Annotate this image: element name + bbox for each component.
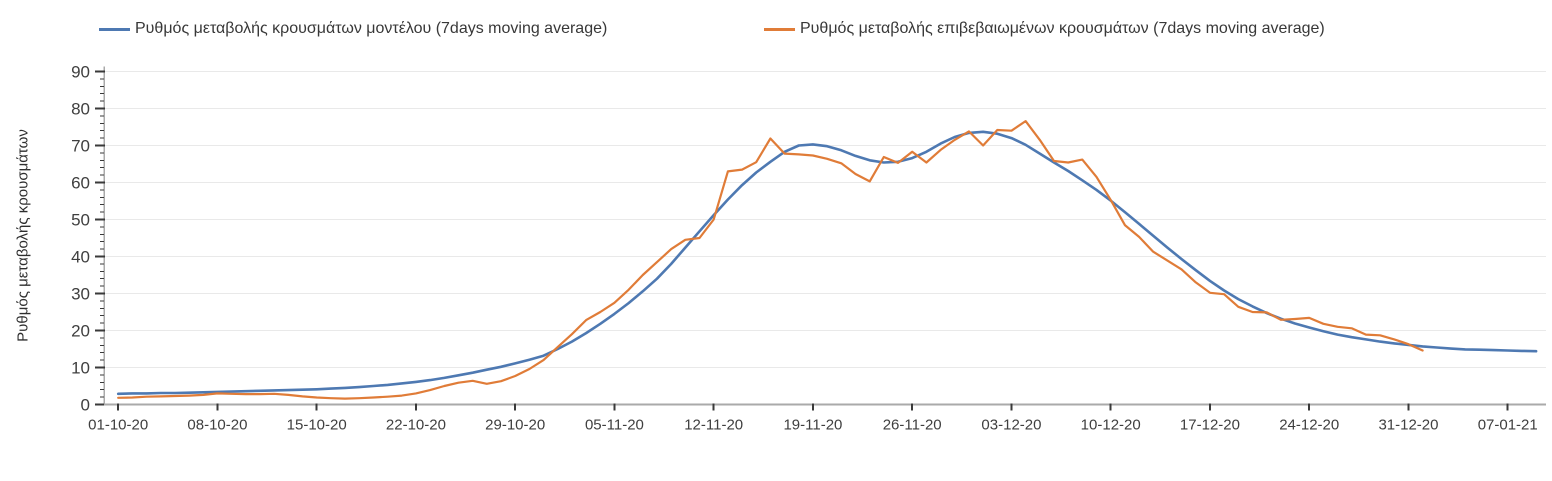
y-tick-label: 60 xyxy=(71,174,90,193)
x-tick-label: 22-10-20 xyxy=(386,417,446,434)
y-axis-title: Ρυθμός μεταβολής κρουσμάτων xyxy=(14,129,32,342)
series-line-confirmed[interactable] xyxy=(117,119,1424,400)
legend-line-icon-model xyxy=(99,27,130,31)
x-tick-label: 26-11-20 xyxy=(883,417,942,434)
y-tick-label: 40 xyxy=(71,248,90,267)
x-tick-label: 17-12-20 xyxy=(1180,417,1240,434)
y-tick-label: 50 xyxy=(71,211,90,230)
y-tick-label: 70 xyxy=(71,137,90,156)
x-tick-label: 31-12-20 xyxy=(1378,417,1438,434)
x-tick-label: 03-12-20 xyxy=(981,417,1041,434)
x-tick-label: 15-10-20 xyxy=(287,417,347,434)
y-tick-label: 90 xyxy=(71,63,90,82)
legend-item-model[interactable]: Ρυθμός μεταβολής κρουσμάτων μοντέλου (7d… xyxy=(99,20,607,38)
series-line-model[interactable] xyxy=(116,130,1538,396)
x-tick-label: 01-10-20 xyxy=(88,417,148,434)
x-tick-label: 12-11-20 xyxy=(684,417,743,434)
y-tick-label: 10 xyxy=(71,359,90,378)
x-tick-label: 08-10-20 xyxy=(187,417,247,434)
x-tick-label: 10-12-20 xyxy=(1081,417,1141,434)
x-tick-label: 29-10-20 xyxy=(485,417,545,434)
legend-line-icon-confirmed xyxy=(764,27,795,31)
y-tick-label: 30 xyxy=(71,285,90,304)
x-tick-label: 19-11-20 xyxy=(783,417,842,434)
legend-label-model: Ρυθμός μεταβολής κρουσμάτων μοντέλου (7d… xyxy=(135,20,608,37)
legend-item-confirmed[interactable]: Ρυθμός μεταβολής επιβεβαιωμένων κρουσμάτ… xyxy=(764,20,1325,38)
x-tick-label: 05-11-20 xyxy=(585,417,644,434)
x-tick-label: 07-01-21 xyxy=(1478,417,1538,434)
legend-label-confirmed: Ρυθμός μεταβολής επιβεβαιωμένων κρουσμάτ… xyxy=(800,20,1325,37)
x-tick-label: 24-12-20 xyxy=(1279,417,1339,434)
y-tick-label: 80 xyxy=(71,100,90,119)
y-tick-label: 0 xyxy=(81,396,90,415)
y-tick-label: 20 xyxy=(71,322,90,341)
